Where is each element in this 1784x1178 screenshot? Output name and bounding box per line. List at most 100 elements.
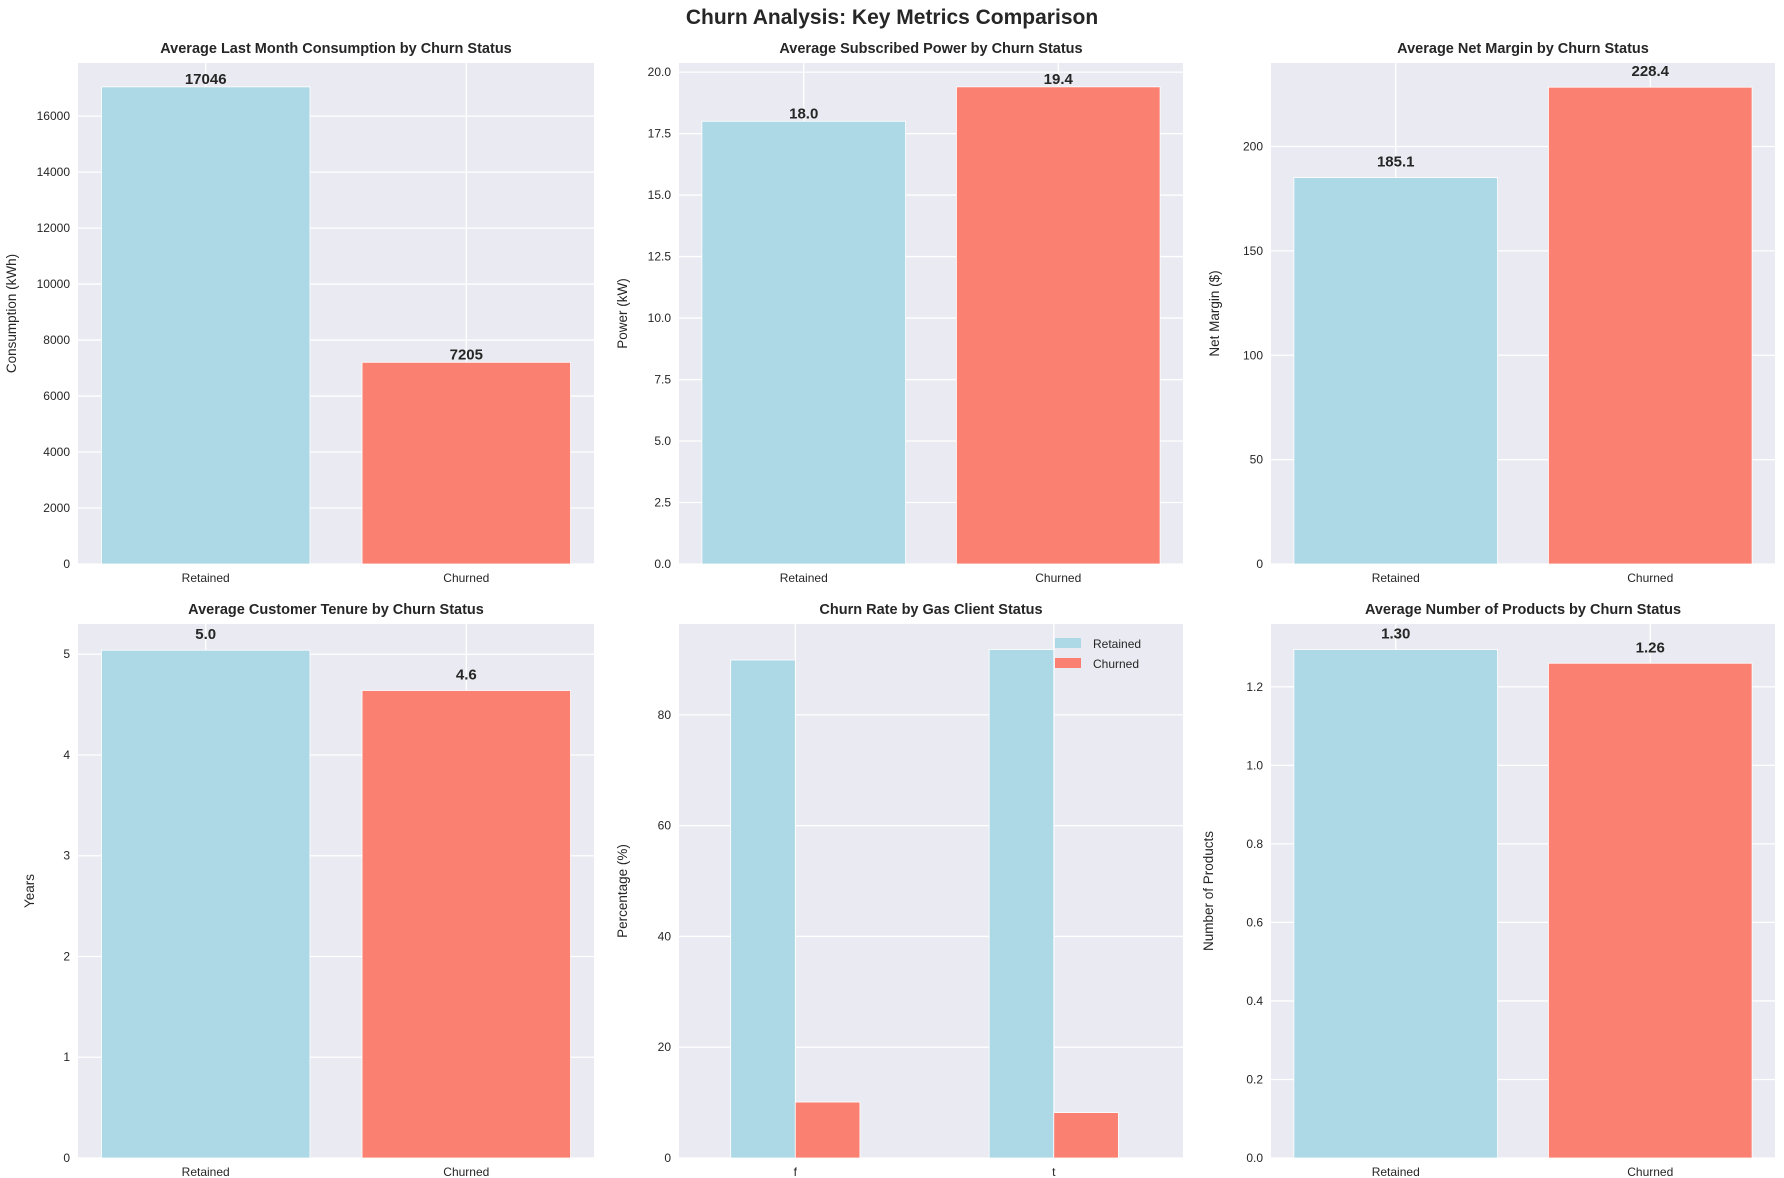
x-tick-label: Churned [1035,571,1081,585]
x-tick-label: Churned [443,571,489,585]
legend-label-retained: Retained [1093,637,1141,651]
x-tick-label: Retained [1372,571,1420,585]
subplot-title: Average Subscribed Power by Churn Status [779,41,1082,57]
x-tick-label: Retained [780,571,828,585]
x-tick-label: Retained [182,1165,230,1178]
bar-value-label: 5.0 [195,626,216,643]
y-tick-label: 12000 [37,221,71,235]
bar-churned [1548,86,1753,565]
y-tick-label: 80 [658,708,672,722]
bar-retained-f [730,659,796,1159]
y-tick-label: 17.5 [648,127,672,141]
bar-value-label: 19.4 [1044,71,1074,88]
y-tick-label: 0 [63,1151,70,1165]
y-tick-label: 12.5 [648,250,672,264]
y-axis-label: Number of Products [1201,831,1216,951]
legend-swatch-churned [1055,658,1081,668]
bar-retained [701,120,906,565]
subplot-title: Average Number of Products by Churn Stat… [1365,602,1681,618]
bar-churned [361,690,571,1159]
subplot-2: 0.0 2.5 5.0 7.5 10.0 12.5 15.0 17.5 20.0 Retained… [615,41,1183,585]
y-tick-label: 50 [1250,453,1264,467]
y-tick-label: 5 [63,647,70,661]
y-tick-label: 0.2 [1246,1072,1263,1086]
y-tick-label: 2000 [43,501,70,515]
bar-churned-t [1053,1112,1119,1159]
bar-value-label: 4.6 [456,666,477,683]
y-tick-label: 0 [664,1151,671,1165]
x-tick-label: Churned [443,1165,489,1178]
y-tick-label: 6000 [43,389,70,403]
y-tick-label: 10000 [37,277,71,291]
y-tick-label: 40 [658,929,672,943]
subplot-title: Average Customer Tenure by Churn Status [188,602,484,618]
subplot-1: 0 2000 4000 6000 8000 10000 12000 14000 16000 Ret… [4,41,594,585]
y-tick-label: 15.0 [648,188,672,202]
subplot-title: Churn Rate by Gas Client Status [819,602,1042,618]
bar-value-label: 17046 [185,71,227,88]
y-tick-label: 150 [1243,244,1263,258]
y-tick-label: 14000 [37,165,71,179]
y-tick-label: 8000 [43,333,70,347]
x-tick-label: f [794,1165,798,1178]
bar-retained-t [988,649,1055,1159]
y-tick-label: 1.0 [1246,758,1263,772]
y-tick-label: 7.5 [654,373,671,387]
y-tick-label: 200 [1243,140,1263,154]
y-tick-label: 10.0 [648,311,672,325]
y-tick-label: 1 [63,1050,70,1064]
x-tick-label: Churned [1627,571,1673,585]
y-tick-label: 3 [63,849,70,863]
legend-swatch-retained [1055,638,1081,648]
bar-churned-f [794,1101,861,1159]
y-tick-label: 0 [63,557,70,571]
y-tick-label: 1.2 [1246,680,1263,694]
x-tick-label: Retained [1372,1165,1420,1178]
bar-value-label: 185.1 [1377,154,1415,171]
subplot-3: 0 50 100 150 200 Retained Churned 185.1 228.4 Ave… [1207,41,1775,585]
bar-value-label: 18.0 [789,105,818,122]
y-axis-label: Net Margin ($) [1207,270,1222,356]
y-tick-label: 20 [658,1040,672,1054]
bar-churned [1548,662,1753,1159]
bar-retained [1293,649,1498,1159]
bar-retained [101,649,311,1159]
y-tick-label: 5.0 [654,434,671,448]
bar-churned [956,86,1161,565]
subplot-5: 0 20 40 60 80 f t Retained Churned Churn Rate by … [615,602,1183,1178]
y-tick-label: 2 [63,949,70,963]
y-tick-label: 20.0 [648,65,672,79]
legend: Retained Churned [1055,637,1141,671]
y-tick-label: 16000 [37,109,71,123]
y-tick-label: 2.5 [654,496,671,510]
y-axis-label: Power (kW) [615,278,630,349]
y-tick-label: 0.6 [1246,915,1263,929]
subplot-title: Average Net Margin by Churn Status [1397,41,1649,57]
y-tick-label: 0.0 [654,557,671,571]
bar-value-label: 1.26 [1636,639,1665,656]
x-tick-label: t [1052,1165,1056,1178]
bar-retained [1293,177,1498,565]
bar-value-label: 228.4 [1631,63,1669,80]
legend-label-churned: Churned [1093,657,1139,671]
x-tick-label: Churned [1627,1165,1673,1178]
figure-title: Churn Analysis: Key Metrics Comparison [685,6,1099,29]
subplot-4: 0 1 2 3 4 5 Retained Churned 5.0 4.6 Average Custo… [22,602,594,1178]
y-axis-label: Percentage (%) [615,844,630,938]
bar-retained [101,86,311,565]
subplot-title: Average Last Month Consumption by Churn … [160,41,512,57]
y-tick-label: 0.8 [1246,837,1263,851]
y-tick-label: 0.4 [1246,994,1263,1008]
bar-value-label: 7205 [450,346,483,363]
bar-value-label: 1.30 [1381,626,1410,643]
subplot-6: 0.0 0.2 0.4 0.6 0.8 1.0 1.2 Retained Churned 1.30… [1201,602,1775,1178]
y-axis-label: Years [22,874,37,908]
x-tick-label: Retained [182,571,230,585]
y-tick-label: 0.0 [1246,1151,1263,1165]
y-tick-label: 0 [1256,557,1263,571]
y-axis-label: Consumption (kWh) [4,254,19,373]
y-tick-label: 4 [63,748,70,762]
bar-churned [361,361,571,565]
y-tick-label: 4000 [43,445,70,459]
